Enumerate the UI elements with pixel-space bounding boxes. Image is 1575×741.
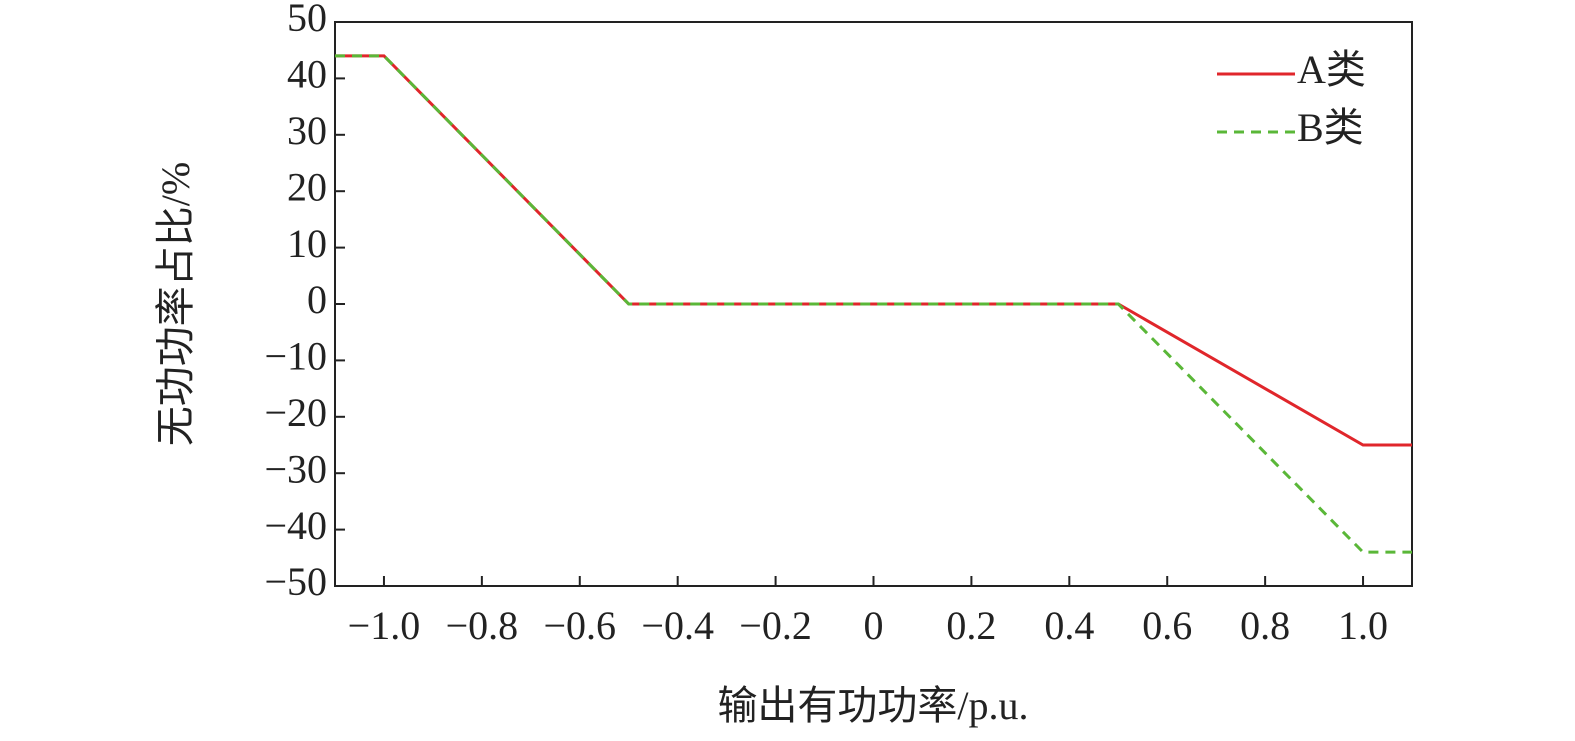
y-tick-label: 10 xyxy=(287,221,327,266)
x-tick-label: 0.4 xyxy=(1044,603,1094,648)
y-tick-label: 40 xyxy=(287,52,327,97)
y-tick-label: −10 xyxy=(264,334,327,379)
legend-label: A类 xyxy=(1297,47,1366,92)
x-tick-label: −0.4 xyxy=(641,603,714,648)
y-tick-label: −20 xyxy=(264,390,327,435)
x-tick-label: 0.2 xyxy=(946,603,996,648)
x-tick-label: 0.8 xyxy=(1240,603,1290,648)
series-line xyxy=(335,54,1412,447)
x-tick-label: −0.6 xyxy=(543,603,616,648)
x-tick-label: −0.8 xyxy=(446,603,519,648)
y-tick-label: −50 xyxy=(264,559,327,604)
x-tick-label: 0 xyxy=(864,603,884,648)
y-tick-label: 20 xyxy=(287,164,327,209)
y-tick-label: 0 xyxy=(307,277,327,322)
legend-label: B类 xyxy=(1297,105,1364,150)
series-line xyxy=(335,54,1412,554)
y-axis-label: 无功功率占比/% xyxy=(153,162,198,446)
y-tick-label: 30 xyxy=(287,108,327,153)
x-tick-label: 0.6 xyxy=(1142,603,1192,648)
x-tick-label: −1.0 xyxy=(348,603,421,648)
y-tick-label: 50 xyxy=(287,0,327,40)
x-tick-label: −0.2 xyxy=(739,603,812,648)
x-axis-label: 输出有功功率/p.u. xyxy=(717,683,1028,728)
x-tick-label: 1.0 xyxy=(1338,603,1388,648)
y-tick-label: −40 xyxy=(264,503,327,548)
y-tick-label: −30 xyxy=(264,446,327,491)
